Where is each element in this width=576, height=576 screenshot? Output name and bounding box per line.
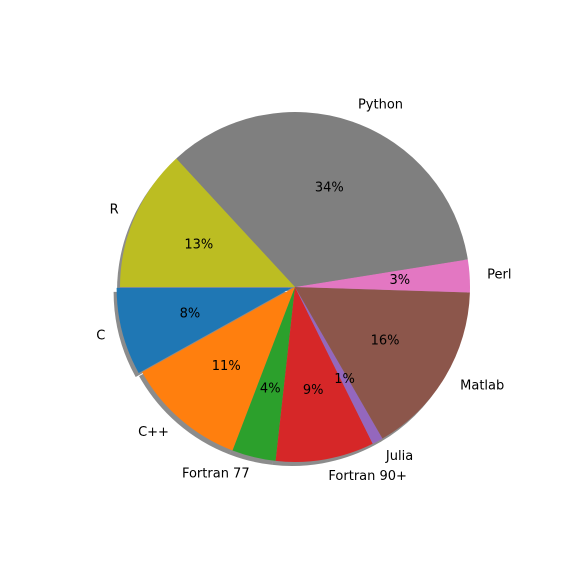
category-label-matlab: Matlab <box>460 378 504 393</box>
category-label-perl: Perl <box>487 267 511 282</box>
category-label-fortran-90plus: Fortran 90+ <box>328 469 407 484</box>
pct-label-fortran-77: 4% <box>260 382 281 397</box>
category-label-cplusplus: C++ <box>138 425 169 440</box>
pct-label-python: 34% <box>315 180 344 195</box>
slice-fortran-77 <box>232 287 295 461</box>
pie-slices <box>116 112 470 462</box>
slice-matlab <box>295 287 470 439</box>
pct-label-fortran-90plus: 9% <box>303 383 324 398</box>
slice-c <box>116 287 292 373</box>
slice-perl <box>295 259 470 293</box>
pct-label-r: 13% <box>184 237 213 252</box>
category-label-julia: Julia <box>385 449 413 464</box>
slice-julia <box>295 287 383 444</box>
pct-label-cplusplus: 11% <box>212 359 241 374</box>
slice-cplusplus <box>142 287 295 451</box>
category-label-c: C <box>96 329 105 344</box>
pct-label-perl: 3% <box>389 273 410 288</box>
pie-labels: 8% C 11% C++ 4% Fortran 77 9% Fortran 90+ 1% Juli… <box>96 98 511 484</box>
slice-r <box>120 158 295 287</box>
slice-fortran-90plus <box>275 287 373 462</box>
slice-python <box>176 112 468 287</box>
pct-label-matlab: 16% <box>371 333 400 348</box>
category-label-python: Python <box>358 98 403 113</box>
category-label-r: R <box>110 202 119 217</box>
pct-label-julia: 1% <box>334 372 355 387</box>
category-label-fortran-77: Fortran 77 <box>182 467 250 482</box>
pct-label-c: 8% <box>180 307 201 322</box>
